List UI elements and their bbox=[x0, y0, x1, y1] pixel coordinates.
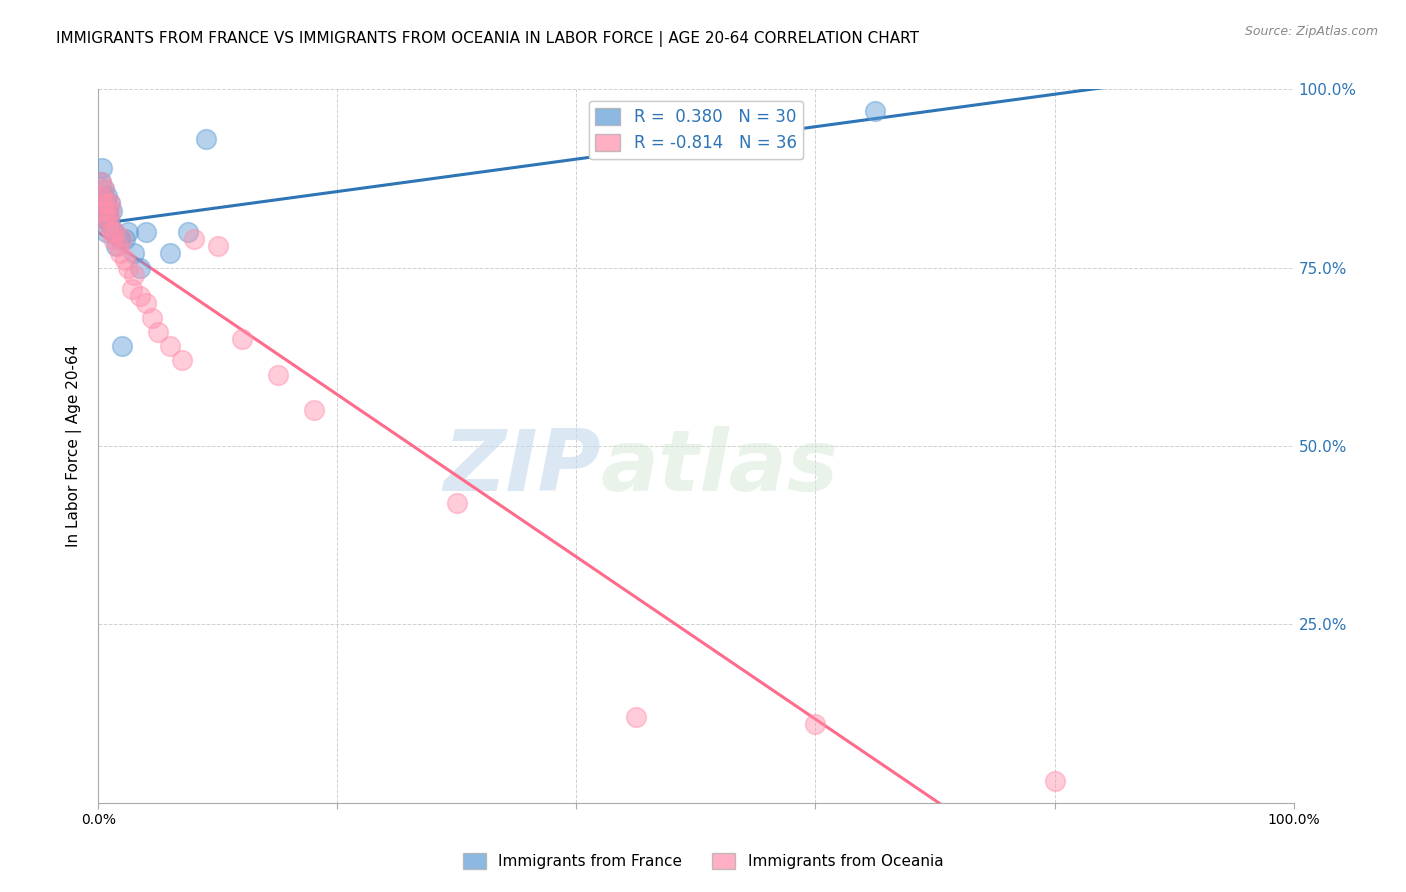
Legend: Immigrants from France, Immigrants from Oceania: Immigrants from France, Immigrants from … bbox=[457, 847, 949, 875]
Text: Source: ZipAtlas.com: Source: ZipAtlas.com bbox=[1244, 25, 1378, 38]
Point bbox=[91, 161, 114, 175]
Text: ZIP: ZIP bbox=[443, 425, 600, 509]
Point bbox=[177, 225, 200, 239]
Point bbox=[103, 225, 125, 239]
Point bbox=[626, 710, 648, 724]
Point bbox=[148, 325, 170, 339]
Point bbox=[98, 211, 121, 225]
Point bbox=[111, 232, 134, 246]
Point bbox=[207, 239, 229, 253]
Point bbox=[105, 239, 128, 253]
Point bbox=[107, 239, 129, 253]
Point bbox=[302, 403, 325, 417]
Point bbox=[94, 196, 117, 211]
Point bbox=[91, 203, 114, 218]
Point bbox=[183, 232, 205, 246]
Point bbox=[172, 353, 194, 368]
Point bbox=[98, 203, 122, 218]
Point bbox=[194, 132, 218, 146]
Y-axis label: In Labor Force | Age 20-64: In Labor Force | Age 20-64 bbox=[66, 345, 83, 547]
Point bbox=[93, 182, 115, 196]
Point bbox=[108, 232, 131, 246]
Point bbox=[98, 211, 121, 225]
Point bbox=[114, 253, 136, 268]
Point bbox=[159, 246, 181, 260]
Point bbox=[91, 196, 114, 211]
Point bbox=[124, 268, 146, 282]
Point bbox=[93, 211, 115, 225]
Point bbox=[96, 203, 118, 218]
Point bbox=[100, 225, 122, 239]
Point bbox=[804, 717, 827, 731]
Point bbox=[685, 139, 707, 153]
Legend: R =  0.380   N = 30, R = -0.814   N = 36: R = 0.380 N = 30, R = -0.814 N = 36 bbox=[589, 101, 803, 159]
Point bbox=[1043, 774, 1066, 789]
Point bbox=[98, 196, 122, 211]
Point bbox=[98, 196, 122, 211]
Point bbox=[91, 196, 114, 211]
Point bbox=[135, 296, 157, 310]
Point bbox=[863, 103, 887, 118]
Point bbox=[94, 211, 117, 225]
Point bbox=[100, 203, 122, 218]
Point bbox=[90, 175, 112, 189]
Point bbox=[97, 218, 120, 232]
Point bbox=[104, 225, 127, 239]
Point bbox=[117, 260, 139, 275]
Point bbox=[135, 225, 157, 239]
Point bbox=[446, 496, 468, 510]
Point bbox=[114, 232, 136, 246]
Point bbox=[93, 203, 115, 218]
Point bbox=[141, 310, 163, 325]
Point bbox=[96, 189, 118, 203]
Point bbox=[267, 368, 290, 382]
Point bbox=[91, 189, 114, 203]
Point bbox=[98, 218, 122, 232]
Point bbox=[90, 175, 112, 189]
Point bbox=[117, 225, 139, 239]
Point bbox=[101, 232, 124, 246]
Point bbox=[111, 339, 134, 353]
Point bbox=[159, 339, 181, 353]
Point bbox=[94, 225, 117, 239]
Point bbox=[121, 282, 143, 296]
Point bbox=[129, 260, 152, 275]
Point bbox=[231, 332, 253, 346]
Point bbox=[96, 196, 118, 211]
Point bbox=[93, 182, 115, 196]
Point bbox=[91, 189, 114, 203]
Text: atlas: atlas bbox=[600, 425, 838, 509]
Point bbox=[124, 246, 146, 260]
Point bbox=[97, 203, 120, 218]
Point bbox=[129, 289, 152, 303]
Text: IMMIGRANTS FROM FRANCE VS IMMIGRANTS FROM OCEANIA IN LABOR FORCE | AGE 20-64 COR: IMMIGRANTS FROM FRANCE VS IMMIGRANTS FRO… bbox=[56, 31, 920, 47]
Point bbox=[108, 246, 131, 260]
